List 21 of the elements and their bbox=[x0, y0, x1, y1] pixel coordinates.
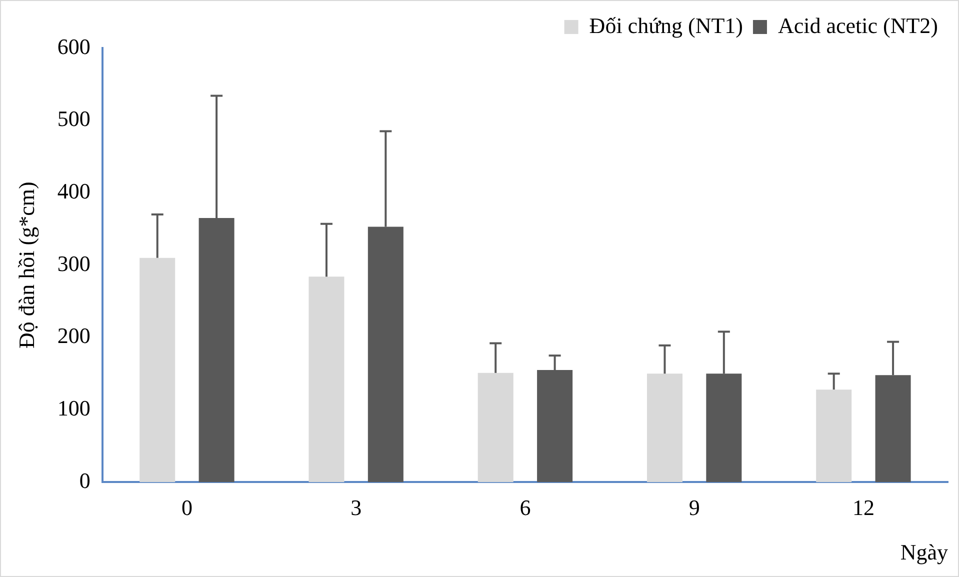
y-tick-label: 100 bbox=[57, 396, 90, 421]
bar bbox=[816, 390, 852, 482]
x-tick-label: 12 bbox=[852, 495, 874, 520]
x-tick-label: 9 bbox=[688, 495, 700, 520]
x-tick-label: 3 bbox=[350, 495, 362, 520]
bar bbox=[478, 372, 514, 482]
y-tick-label: 600 bbox=[57, 34, 90, 59]
y-tick-label: 500 bbox=[57, 106, 90, 132]
legend-label: Đối chứng (NT1) bbox=[589, 12, 743, 38]
x-tick-label: 6 bbox=[520, 495, 531, 520]
x-tick-label: 0 bbox=[181, 495, 192, 520]
y-tick-label: 0 bbox=[79, 468, 90, 493]
bar bbox=[646, 374, 682, 482]
y-tick-label: 400 bbox=[57, 178, 90, 204]
y-axis-title: Độ đàn hồi (g*cm) bbox=[14, 182, 39, 348]
x-axis-title: Ngày bbox=[900, 540, 948, 565]
bar bbox=[140, 258, 176, 482]
bar bbox=[308, 276, 344, 482]
y-tick-label: 200 bbox=[57, 323, 90, 348]
legend-label: Acid acetic (NT2) bbox=[778, 12, 938, 38]
y-tick-label: 300 bbox=[57, 250, 90, 276]
